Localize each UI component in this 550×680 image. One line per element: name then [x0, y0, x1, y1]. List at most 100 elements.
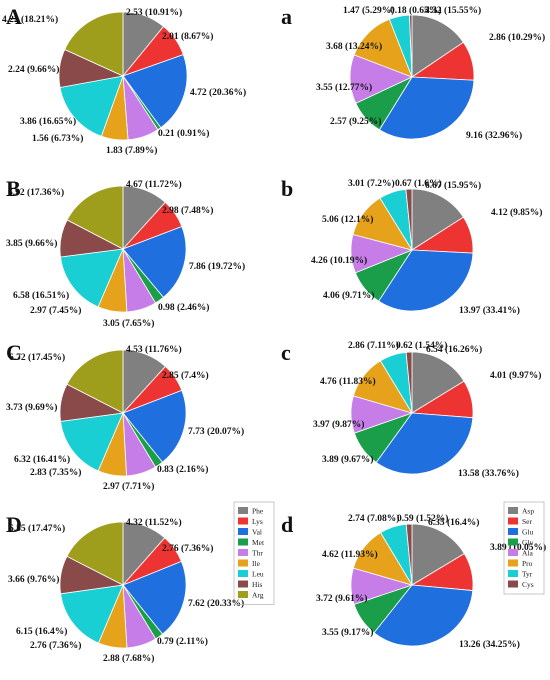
legend-swatch-ala: [508, 549, 518, 556]
legend-swatch-glu: [508, 528, 518, 535]
slice-label-B-lys: 2.98 (7.48%): [162, 205, 213, 216]
pie-panel-b: 6.67 (15.95%) 4.12 (9.85%) 13.97 (33.41%) 4…: [281, 176, 542, 316]
legend-label-gly: Gly: [522, 538, 534, 547]
slice-label-B-thr: 3.05 (7.65%): [103, 318, 154, 329]
slice-label-A-thr: 1.83 (7.89%): [106, 145, 157, 156]
slice-label-A-phe: 2.53 (10.91%): [126, 7, 182, 18]
slice-label-a-cys: 0.18 (0.65%): [390, 5, 441, 16]
legend-label-cys: Cys: [522, 580, 534, 589]
slice-C-arg: [66, 349, 124, 414]
slice-label-A-arg: 4.22 (18.21%): [2, 14, 58, 25]
pie-panel-c: 6.54 (16.26%) 4.01 (9.97%) 13.58 (33.76%) 3…: [281, 340, 541, 479]
slice-label-C-val: 7.73 (20.07%): [188, 426, 244, 437]
legend-swatch-gly: [508, 538, 518, 546]
slice-label-d-asp: 6.35 (16.4%): [428, 517, 479, 528]
slice-label-A-val: 4.72 (20.36%): [190, 87, 246, 98]
slice-label-a-ala: 3.55 (12.77%): [316, 82, 372, 93]
slice-label-A-lys: 2.01 (8.67%): [162, 31, 213, 42]
slice-D-leu: [60, 584, 124, 644]
slice-C-leu: [60, 412, 124, 472]
legend-swatch-his: [238, 580, 248, 588]
legend-label-arg: Arg: [252, 591, 264, 600]
slice-B-arg: [66, 185, 124, 250]
slice-D-val: [122, 560, 187, 635]
pie-panel-C: 4.53 (11.76%) 2.85 (7.4%) 7.73 (20.07%) 0.8…: [6, 340, 244, 492]
panel-letter-B: B: [6, 176, 21, 201]
slice-label-b-gly: 4.06 (9.71%): [323, 290, 374, 301]
slice-label-c-gly: 3.89 (9.67%): [322, 454, 373, 465]
panel-letter-a: a: [281, 4, 292, 29]
slice-label-a-tyr: 1.47 (5.29%): [343, 5, 394, 16]
legend-swatch-val: [238, 528, 248, 535]
panel-letter-A: A: [6, 4, 22, 29]
slice-label-d-ser: 3.89 (10.05%): [490, 542, 546, 553]
slice-label-A-met: 0.21 (0.91%): [158, 128, 209, 139]
slice-B-val: [122, 226, 187, 298]
pie-panel-a: 4.32 (15.55%) 2.86 (10.29%) 9.16 (32.96%) 2…: [281, 4, 545, 141]
slice-A-leu: [59, 75, 124, 137]
slice-label-D-lys: 2.76 (7.36%): [162, 543, 213, 554]
legend-label-tyr: Tyr: [522, 570, 533, 579]
legend-swatch-phe: [238, 507, 248, 514]
slice-label-b-glu: 13.97 (33.41%): [459, 305, 520, 316]
slice-label-C-thr: 2.97 (7.71%): [103, 481, 154, 492]
slice-label-C-met: 0.83 (2.16%): [157, 464, 208, 475]
legend-swatch-tyr: [508, 570, 518, 577]
slice-label-c-pro: 4.76 (11.83%): [320, 376, 376, 387]
slice-label-c-asp: 6.54 (16.26%): [426, 344, 482, 355]
panel-letter-D: D: [6, 512, 22, 537]
slice-label-D-arg: 6.55 (17.47%): [9, 523, 65, 534]
slice-a-glu: [378, 76, 475, 140]
legend-swatch-asp: [508, 507, 518, 514]
legend-label-asp: Asp: [522, 507, 534, 516]
legend-swatch-leu: [238, 570, 248, 577]
slice-label-D-ile: 2.76 (7.36%): [30, 640, 81, 651]
legend-label-ala: Ala: [522, 549, 534, 558]
pie-panel-B: 4.67 (11.72%) 2.98 (7.48%) 7.86 (19.72%) 0.…: [6, 176, 245, 329]
slice-label-c-tyr: 2.86 (7.11%): [348, 340, 399, 351]
slice-label-C-leu: 6.32 (16.41%): [14, 454, 70, 465]
slice-label-b-asp: 6.67 (15.95%): [425, 180, 481, 191]
slice-label-a-ser: 2.86 (10.29%): [489, 32, 545, 43]
slice-label-c-ala: 3.97 (9.87%): [313, 419, 364, 430]
slice-label-c-ser: 4.01 (9.97%): [490, 370, 541, 381]
slice-label-D-his: 3.66 (9.76%): [8, 574, 59, 585]
legend-swatch-lys: [238, 517, 248, 525]
slice-c-cys: [405, 351, 413, 414]
slice-label-a-gly: 2.57 (9.25%): [330, 116, 381, 127]
legend-label-lys: Lys: [252, 517, 263, 526]
slice-label-a-glu: 9.16 (32.96%): [466, 130, 522, 141]
slice-label-C-his: 3.73 (9.69%): [6, 402, 57, 413]
slice-label-C-lys: 2.85 (7.4%): [162, 370, 209, 381]
slice-label-B-his: 3.85 (9.66%): [6, 238, 57, 249]
slice-label-A-ile: 1.56 (6.73%): [32, 133, 83, 144]
pie-panel-D: 4.32 (11.52%) 2.76 (7.36%) 7.62 (20.33%) 0.…: [6, 512, 244, 664]
legend-label-thr: Thr: [252, 549, 263, 558]
legend-swatch-ser: [508, 517, 518, 525]
slice-label-a-asp: 4.32 (15.55%): [425, 5, 481, 16]
pie-panel-A: 2.53 (10.91%) 2.01 (8.67%) 4.72 (20.36%) 0.…: [2, 4, 246, 156]
slice-label-C-arg: 6.72 (17.45%): [9, 352, 65, 363]
slice-label-D-met: 0.79 (2.11%): [157, 636, 208, 647]
slice-label-d-glu: 13.26 (34.25%): [459, 639, 520, 650]
legend-nonessential-frame: [503, 501, 545, 595]
legend-label-phe: Phe: [252, 507, 264, 516]
slice-b-cys: [405, 188, 413, 251]
slice-label-C-ile: 2.83 (7.35%): [30, 467, 81, 478]
legend-label-ser: Ser: [522, 517, 533, 526]
slice-label-A-his: 2.24 (9.66%): [8, 64, 59, 75]
legend-swatch-thr: [238, 549, 248, 556]
legend-essential-frame: [233, 501, 275, 605]
legend-swatch-pro: [508, 559, 518, 567]
slice-label-D-thr: 2.88 (7.68%): [103, 653, 154, 664]
slice-label-B-arg: 6.92 (17.36%): [8, 187, 64, 198]
legend-label-val: Val: [252, 528, 262, 537]
legend-swatch-cys: [508, 580, 518, 588]
slice-label-B-met: 0.98 (2.46%): [158, 302, 209, 313]
slice-label-d-tyr: 2.74 (7.08%): [348, 513, 399, 524]
slice-c-asp: [411, 351, 465, 414]
slice-label-b-cys: 0.67 (1.6%): [395, 178, 442, 189]
slice-b-asp: [411, 188, 464, 251]
